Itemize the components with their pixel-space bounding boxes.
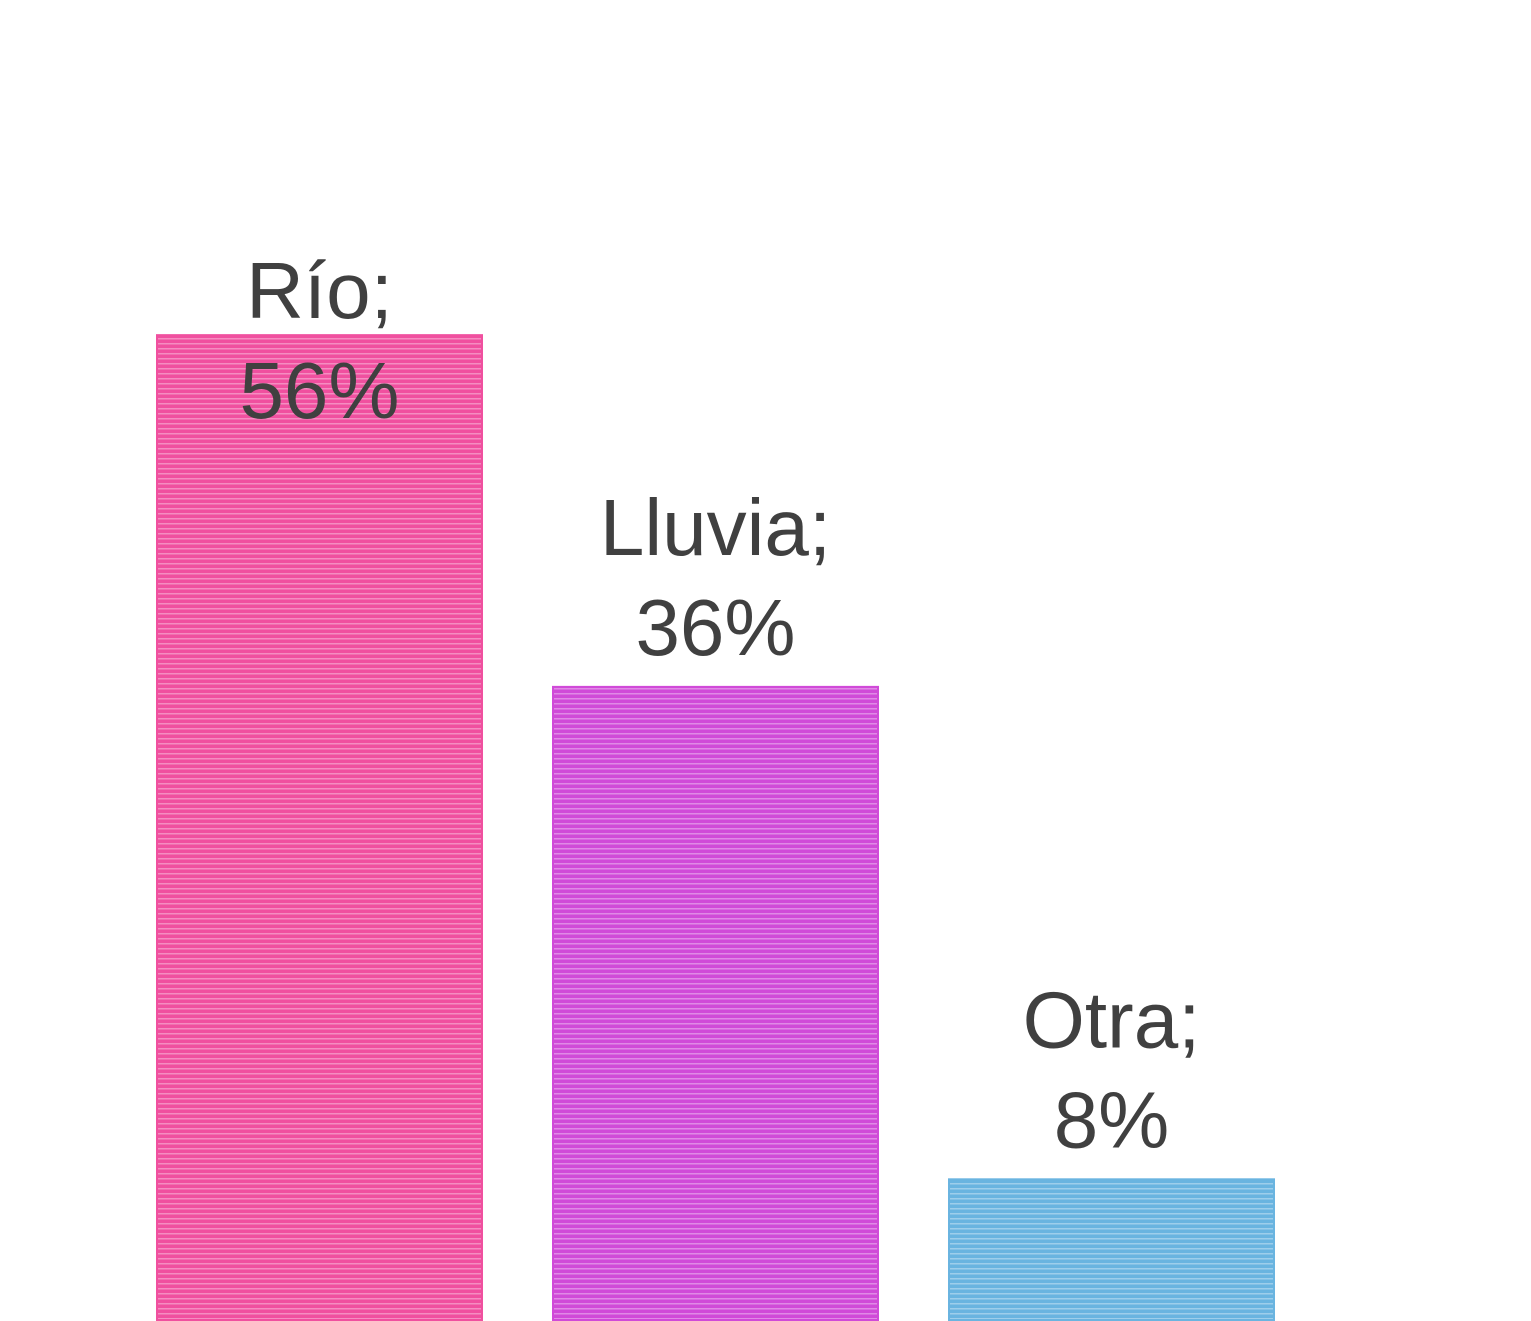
bar	[552, 685, 879, 1321]
category-label: Lluvia;	[600, 483, 831, 572]
category-label: Río;	[246, 246, 393, 335]
bar	[948, 1178, 1275, 1321]
bar	[156, 334, 483, 1321]
category-label: Otra;	[1023, 975, 1201, 1064]
value-label: 36%	[635, 583, 795, 672]
value-label: 56%	[239, 346, 399, 435]
value-label: 8%	[1054, 1075, 1170, 1164]
